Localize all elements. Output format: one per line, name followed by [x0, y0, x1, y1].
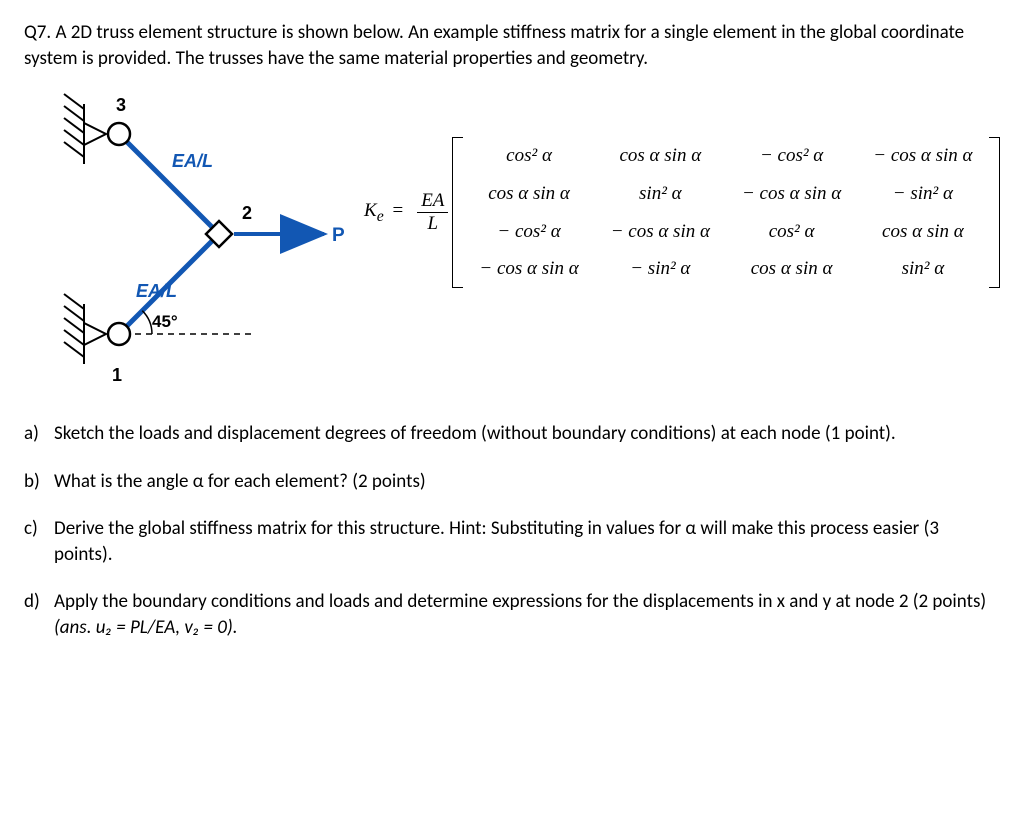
- matrix-K: K: [364, 200, 377, 221]
- figure-row: 3 2 1 EA/L EA/L 45° P Ke = EA L cos² α c…: [24, 89, 1000, 397]
- subpart-a-letter: a): [24, 421, 54, 447]
- label-angle: 45°: [152, 312, 178, 331]
- subpart-c-letter: c): [24, 516, 54, 567]
- matrix-cell: cos α sin α: [463, 175, 594, 213]
- subpart-b: b) What is the angle α for each element?…: [24, 469, 1000, 495]
- matrix-K-sub: e: [377, 208, 384, 225]
- support-node-3: [64, 94, 106, 164]
- matrix-cell: − cos α sin α: [857, 137, 988, 175]
- node-1: [108, 323, 130, 345]
- matrix-table: cos² α cos α sin α − cos² α − cos α sin …: [463, 137, 988, 288]
- matrix-cell: − sin² α: [857, 175, 988, 213]
- label-node-2: 2: [242, 203, 252, 223]
- subpart-list: a) Sketch the loads and displacement deg…: [24, 421, 1000, 641]
- label-element-top: EA/L: [172, 151, 213, 171]
- subpart-d-text: Apply the boundary conditions and loads …: [54, 589, 1000, 640]
- subpart-d: d) Apply the boundary conditions and loa…: [24, 589, 1000, 640]
- subpart-d-letter: d): [24, 589, 54, 640]
- question-number: Q7.: [24, 21, 51, 44]
- subpart-c-text: Derive the global stiffness matrix for t…: [54, 516, 1000, 567]
- subpart-d-prefix: Apply the boundary conditions and loads …: [54, 590, 986, 613]
- matrix-cell: cos² α: [463, 137, 594, 175]
- stiffness-matrix: Ke = EA L cos² α cos α sin α − cos² α − …: [364, 89, 1000, 288]
- matrix-cell: − cos² α: [463, 213, 594, 251]
- truss-diagram: 3 2 1 EA/L EA/L 45° P: [24, 89, 364, 397]
- support-node-1: [64, 294, 106, 364]
- matrix-cell: cos α sin α: [726, 250, 857, 288]
- matrix-scalar: EA L: [417, 190, 448, 235]
- label-load: P: [332, 225, 345, 246]
- matrix-cell: cos α sin α: [857, 213, 988, 251]
- question-text: A 2D truss element structure is shown be…: [24, 21, 964, 70]
- element-3-2: [119, 134, 219, 234]
- matrix-cell: − cos² α: [726, 137, 857, 175]
- subpart-a-text: Sketch the loads and displacement degree…: [54, 421, 1000, 447]
- subpart-b-letter: b): [24, 469, 54, 495]
- scalar-den: L: [417, 213, 448, 235]
- matrix-brackets: cos² α cos α sin α − cos² α − cos α sin …: [452, 137, 999, 288]
- subpart-a: a) Sketch the loads and displacement deg…: [24, 421, 1000, 447]
- matrix-cell: cos α sin α: [595, 137, 726, 175]
- matrix-cell: − cos α sin α: [595, 213, 726, 251]
- matrix-equals: =: [392, 200, 403, 221]
- matrix-lhs: Ke =: [364, 198, 407, 227]
- matrix-cell: − sin² α: [595, 250, 726, 288]
- label-element-bottom: EA/L: [136, 281, 177, 301]
- question-intro: Q7. A 2D truss element structure is show…: [24, 20, 1000, 71]
- scalar-num: EA: [417, 190, 448, 213]
- subpart-c: c) Derive the global stiffness matrix fo…: [24, 516, 1000, 567]
- node-3: [108, 123, 130, 145]
- label-node-3: 3: [116, 95, 126, 115]
- angle-arc: [142, 311, 152, 334]
- matrix-cell: cos² α: [726, 213, 857, 251]
- label-node-1: 1: [112, 365, 122, 385]
- subpart-b-text: What is the angle α for each element? (2…: [54, 469, 1000, 495]
- matrix-cell: − cos α sin α: [463, 250, 594, 288]
- subpart-d-answer: (ans. u₂ = PL/EA, v₂ = 0).: [54, 616, 238, 639]
- matrix-cell: sin² α: [595, 175, 726, 213]
- matrix-cell: − cos α sin α: [726, 175, 857, 213]
- matrix-cell: sin² α: [857, 250, 988, 288]
